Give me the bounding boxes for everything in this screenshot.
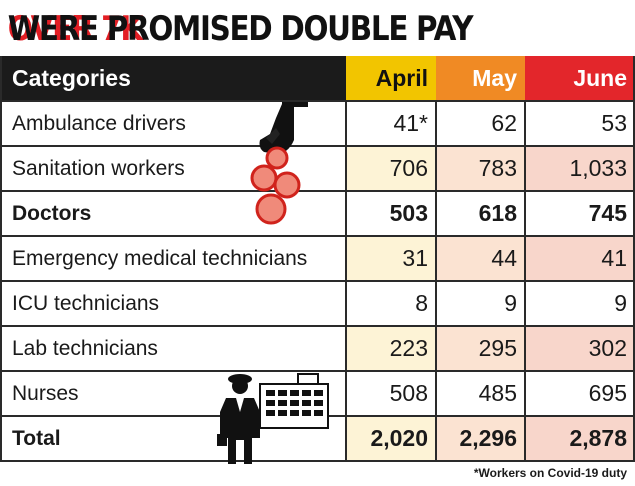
grid-line (0, 325, 635, 327)
value-april: 8 (346, 281, 436, 326)
value-april: 503 (346, 191, 436, 236)
row-label: Emergency medical technicians (0, 236, 346, 281)
value-april: 223 (346, 326, 436, 371)
value-june: 53 (525, 101, 635, 146)
grid-line (0, 370, 635, 372)
value-june: 1,033 (525, 146, 635, 191)
value-april: 706 (346, 146, 436, 191)
grid-line (0, 235, 635, 237)
grid-line (0, 280, 635, 282)
grid-line (0, 100, 635, 102)
pay-table: Categories April May June Ambulance drivers 4… (0, 56, 635, 462)
value-june: 302 (525, 326, 635, 371)
value-april: 31 (346, 236, 436, 281)
value-may: 618 (436, 191, 525, 236)
hospital-building-icon (259, 373, 329, 429)
headline: OVER 7K WERE PROMISED DOUBLE PAY (0, 0, 635, 52)
header-may: May (436, 56, 525, 101)
value-june: 745 (525, 191, 635, 236)
row-label: Doctors (0, 191, 346, 236)
value-june: 9 (525, 281, 635, 326)
value-may: 295 (436, 326, 525, 371)
value-may: 485 (436, 371, 525, 416)
grid-line (0, 145, 635, 147)
row-label: Lab technicians (0, 326, 346, 371)
headline-black-part: WERE PROMISED DOUBLE PAY (7, 9, 474, 49)
value-april: 508 (346, 371, 436, 416)
doctor-figure-icon (217, 374, 260, 464)
headline-red-part: OVER 7K (7, 9, 143, 49)
value-may: 783 (436, 146, 525, 191)
value-june: 2,878 (525, 416, 635, 461)
hand-with-coins-icon (250, 102, 308, 225)
header-categories: Categories (0, 56, 346, 101)
header-april: April (346, 56, 436, 101)
grid-line (435, 101, 437, 461)
row-label: ICU technicians (0, 281, 346, 326)
grid-line (345, 101, 347, 461)
value-april: 2,020 (346, 416, 436, 461)
grid-line (633, 56, 635, 461)
grid-line (524, 101, 526, 461)
value-june: 695 (525, 371, 635, 416)
footnote: *Workers on Covid-19 duty (473, 466, 627, 480)
header-june: June (525, 56, 635, 101)
value-may: 62 (436, 101, 525, 146)
value-may: 44 (436, 236, 525, 281)
value-may: 2,296 (436, 416, 525, 461)
value-june: 41 (525, 236, 635, 281)
value-may: 9 (436, 281, 525, 326)
value-april: 41* (346, 101, 436, 146)
grid-line (0, 460, 635, 462)
grid-line (0, 56, 2, 461)
grid-line (0, 190, 635, 192)
